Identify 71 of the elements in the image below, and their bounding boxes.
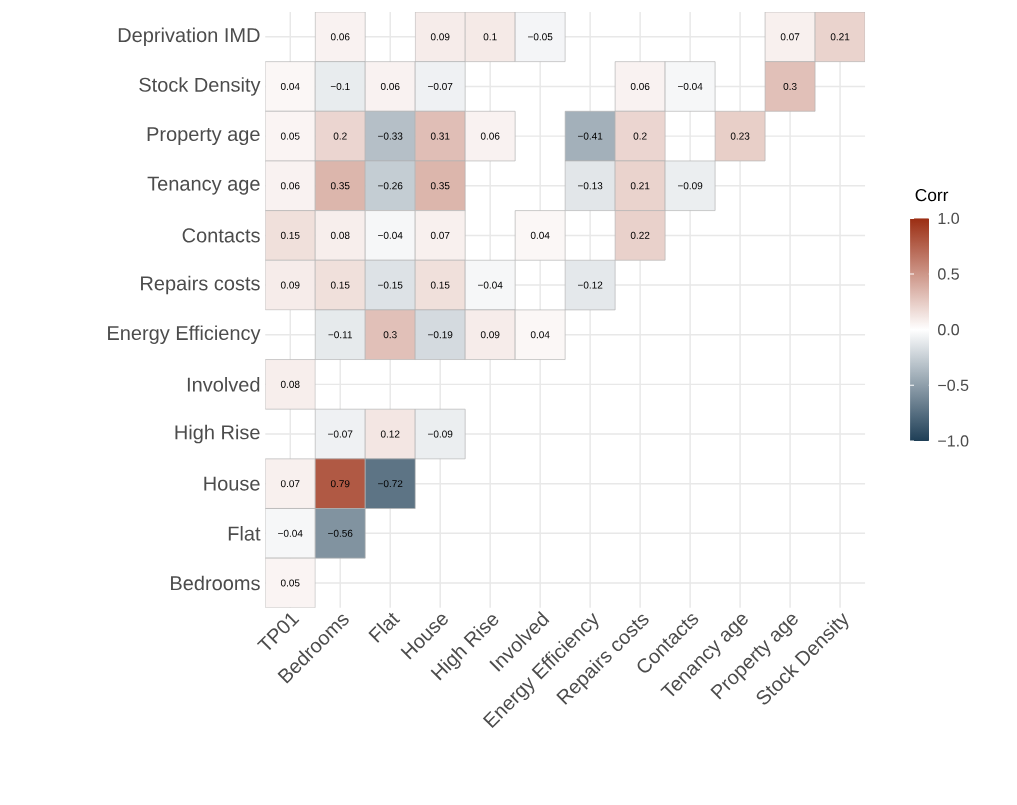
y-tick-label: Involved xyxy=(187,376,260,392)
data-label: 0.31 xyxy=(430,132,450,140)
data-label: 0.15 xyxy=(330,281,350,289)
data-label: 0.2 xyxy=(633,132,647,140)
data-label: −0.41 xyxy=(578,132,603,140)
y-tick-label: Bedrooms xyxy=(171,575,260,591)
x-tick-label: Flat xyxy=(368,612,401,643)
data-label: −0.09 xyxy=(428,430,453,438)
y-tick-label: Deprivation IMD xyxy=(118,27,260,47)
data-label: 0.12 xyxy=(380,430,400,438)
color-bar-label: 1.0 xyxy=(938,212,960,224)
data-label: 0.1 xyxy=(483,33,497,41)
data-label: 0.2 xyxy=(333,132,347,140)
color-bar-label: −0.5 xyxy=(938,379,969,391)
color-bar-label: 0.5 xyxy=(938,268,959,280)
y-tick-label: Repairs costs xyxy=(141,275,260,295)
data-label: 0.15 xyxy=(430,281,450,289)
data-label: 0.3 xyxy=(383,331,397,339)
y-tick-label: Energy Efficiency xyxy=(108,325,261,344)
data-label: 0.08 xyxy=(330,231,350,239)
data-label: −0.04 xyxy=(378,231,403,239)
y-tick-label: Flat xyxy=(228,525,261,541)
data-label: −0.72 xyxy=(378,480,403,488)
data-label: 0.07 xyxy=(430,231,450,239)
data-label: 0.09 xyxy=(430,33,450,41)
color-bar-label: 0.0 xyxy=(938,323,960,336)
data-label: 0.15 xyxy=(280,231,300,239)
data-label: −0.07 xyxy=(328,430,353,438)
data-label: 0.21 xyxy=(630,182,650,190)
data-label: 0.06 xyxy=(380,82,400,90)
data-label: −0.19 xyxy=(428,331,453,339)
data-label: −0.11 xyxy=(328,331,353,339)
data-label: 0.35 xyxy=(430,182,450,190)
data-label: 0.06 xyxy=(330,33,350,41)
y-tick-label: High Rise xyxy=(175,424,260,444)
data-label: −0.26 xyxy=(378,182,403,190)
data-label: 0.07 xyxy=(280,480,300,488)
y-tick-label: Contacts xyxy=(182,228,260,243)
data-label: −0.07 xyxy=(428,82,453,90)
data-label: 0.05 xyxy=(280,579,300,587)
data-label: 0.09 xyxy=(480,331,500,339)
data-label: −0.1 xyxy=(330,82,350,90)
data-label: 0.35 xyxy=(330,182,350,190)
data-label: 0.79 xyxy=(330,480,350,488)
data-label: 0.09 xyxy=(280,281,300,289)
data-label: −0.12 xyxy=(578,281,603,289)
data-label: 0.04 xyxy=(530,231,550,239)
data-label: −0.05 xyxy=(528,33,553,41)
data-label: 0.21 xyxy=(830,33,850,41)
data-label: −0.15 xyxy=(378,281,403,289)
color-bar-title: Corr xyxy=(915,188,949,202)
data-label: 0.07 xyxy=(780,33,800,41)
y-tick-label: House xyxy=(204,476,260,491)
data-label: 0.08 xyxy=(280,380,300,388)
data-label: −0.13 xyxy=(578,182,603,190)
data-label: −0.56 xyxy=(328,529,353,537)
data-label: −0.04 xyxy=(677,82,703,90)
data-label: 0.06 xyxy=(480,132,500,140)
data-label: −0.09 xyxy=(677,182,703,190)
data-label: 0.06 xyxy=(280,182,300,190)
y-tick-label: Stock Density xyxy=(139,77,261,96)
data-label: 0.04 xyxy=(530,331,550,339)
color-bar-label: −1.0 xyxy=(938,435,969,447)
data-label: −0.04 xyxy=(478,281,503,289)
data-label: 0.23 xyxy=(730,132,750,140)
y-tick-label: Property age xyxy=(147,127,260,146)
data-label: 0.22 xyxy=(630,231,650,239)
y-tick-label: Tenancy age xyxy=(147,176,260,195)
data-label: −0.33 xyxy=(378,132,403,140)
data-label: 0.06 xyxy=(630,82,650,90)
data-label: 0.3 xyxy=(783,82,797,90)
